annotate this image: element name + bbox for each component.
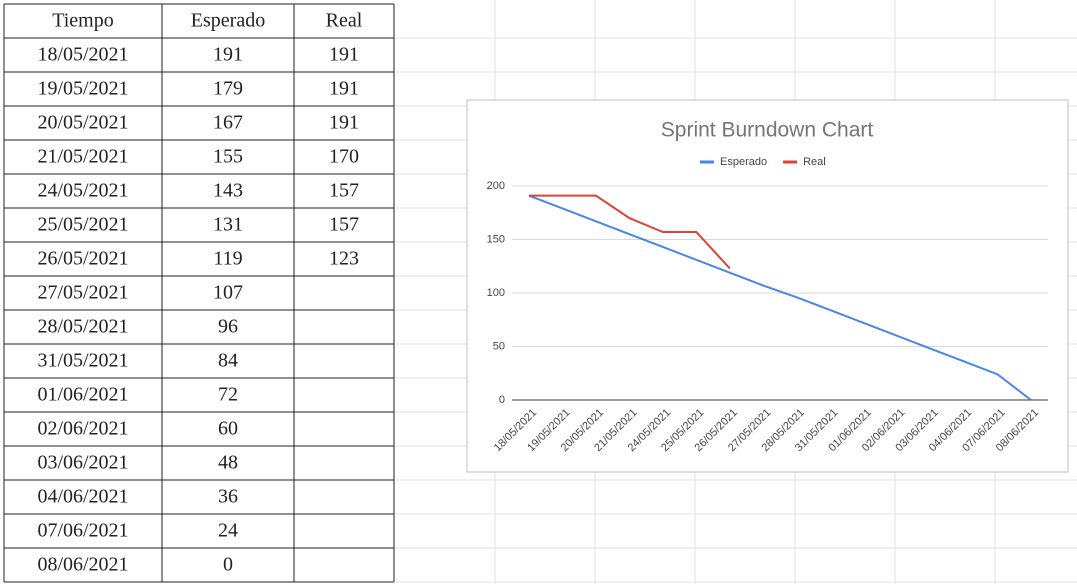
- y-tick-label: 100: [487, 287, 505, 299]
- date-cell: 07/06/2021: [37, 520, 128, 542]
- date-cell: 28/05/2021: [37, 316, 128, 338]
- value-cell: 191: [213, 44, 243, 66]
- series-line: [528, 194, 1032, 401]
- legend-label: Real: [803, 156, 826, 168]
- date-cell: 27/05/2021: [37, 282, 128, 304]
- value-cell: 72: [218, 384, 238, 406]
- value-cell: 191: [329, 112, 359, 134]
- date-cell: 03/06/2021: [37, 452, 128, 474]
- date-cell: 08/06/2021: [37, 554, 128, 576]
- date-cell: 25/05/2021: [37, 214, 128, 236]
- date-cell: 31/05/2021: [37, 350, 128, 372]
- date-cell: 18/05/2021: [37, 44, 128, 66]
- value-cell: 191: [329, 44, 359, 66]
- date-cell: 24/05/2021: [37, 180, 128, 202]
- value-cell: 119: [213, 248, 242, 270]
- series-line: [529, 194, 731, 270]
- value-cell: 48: [218, 452, 238, 474]
- legend-label: Esperado: [720, 156, 767, 168]
- date-cell: 02/06/2021: [37, 418, 128, 440]
- value-cell: 24: [218, 520, 238, 542]
- header-cell: Esperado: [191, 10, 265, 32]
- value-cell: 84: [218, 350, 238, 372]
- value-cell: 170: [329, 146, 359, 168]
- value-cell: 179: [213, 78, 243, 100]
- date-cell: 21/05/2021: [37, 146, 128, 168]
- value-cell: 131: [213, 214, 243, 236]
- value-cell: 157: [329, 214, 359, 236]
- header-cell: Real: [326, 10, 363, 32]
- date-cell: 20/05/2021: [37, 112, 128, 134]
- date-cell: 19/05/2021: [37, 78, 128, 100]
- y-tick-label: 150: [487, 233, 505, 245]
- value-cell: 167: [213, 112, 243, 134]
- value-cell: 123: [329, 248, 359, 270]
- value-cell: 143: [213, 180, 243, 202]
- date-cell: 04/06/2021: [37, 486, 128, 508]
- chart-title: Sprint Burndown Chart: [661, 119, 874, 142]
- value-cell: 96: [218, 316, 238, 338]
- y-tick-label: 200: [487, 180, 505, 192]
- value-cell: 157: [329, 180, 359, 202]
- date-cell: 26/05/2021: [37, 248, 128, 270]
- value-cell: 36: [218, 486, 238, 508]
- value-cell: 107: [213, 282, 243, 304]
- value-cell: 191: [329, 78, 359, 100]
- table: Tiempo Esperado Real 18/05/2021 191 191 19/05/…: [3, 3, 395, 583]
- header-cell: Tiempo: [52, 10, 114, 32]
- date-cell: 01/06/2021: [37, 384, 128, 406]
- y-tick-label: 0: [499, 394, 505, 406]
- value-cell: 60: [218, 418, 238, 440]
- value-cell: 155: [213, 146, 243, 168]
- value-cell: 0: [223, 554, 233, 576]
- y-tick-label: 50: [493, 340, 505, 352]
